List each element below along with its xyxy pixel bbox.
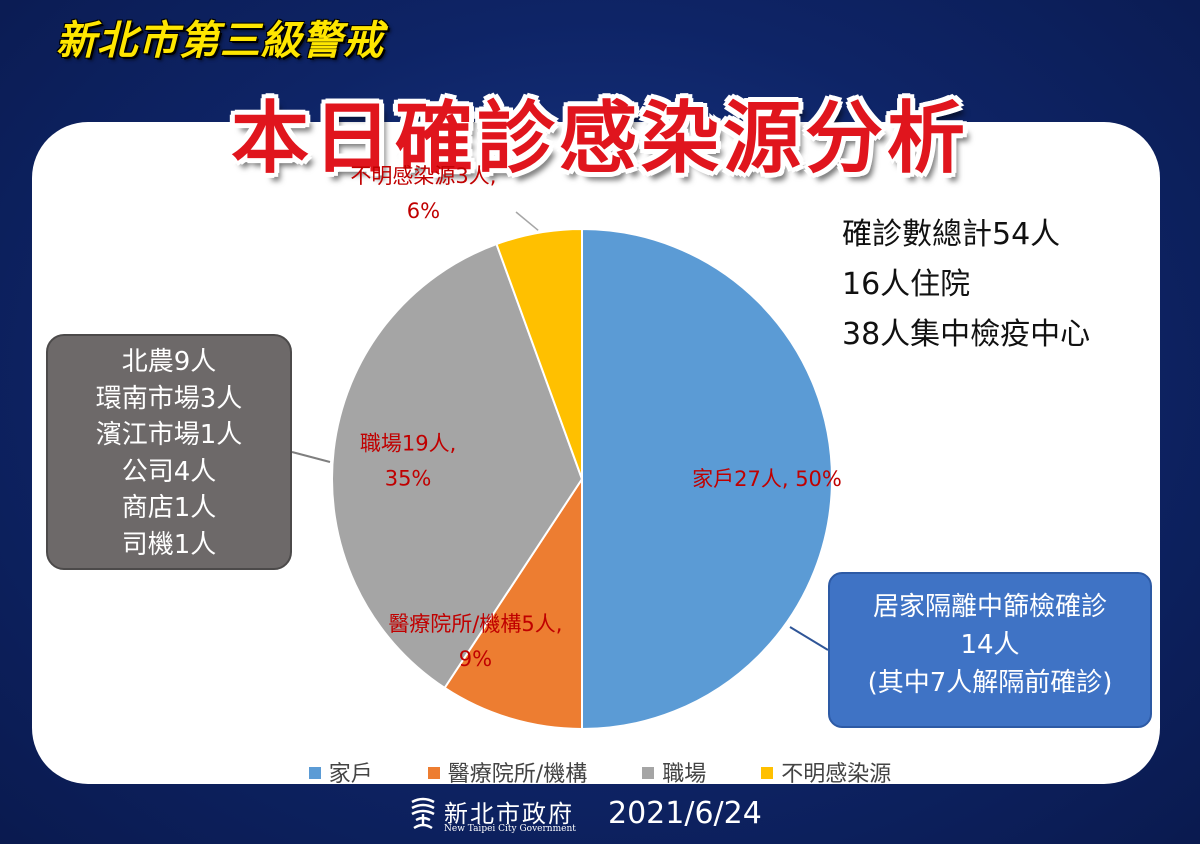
legend-item-medical: 醫療院所/機構 bbox=[427, 756, 588, 788]
city-emblem-icon bbox=[411, 797, 435, 830]
stats-panel: 確診數總計54人 16人住院 38人集中檢疫中心 bbox=[842, 210, 1090, 360]
stat-quarantine: 38人集中檢疫中心 bbox=[842, 317, 1091, 352]
workplace-item: 環南市場3人 bbox=[95, 383, 243, 414]
pie-slice-workplace bbox=[331, 242, 584, 690]
home-note-line: (其中7人解隔前確診) bbox=[867, 668, 1113, 698]
leader-line-unknown bbox=[515, 211, 539, 231]
legend-swatch bbox=[308, 767, 321, 779]
workplace-breakdown-callout: 北農9人 環南市場3人 濱江市場1人 公司4人 商店1人 司機1人 bbox=[46, 334, 292, 570]
logo-name: 新北市政府 bbox=[444, 800, 574, 828]
workplace-callout-connector bbox=[291, 451, 331, 463]
data-label-medical: 醫療院所/機構5人, 9% bbox=[388, 612, 562, 671]
legend-label: 不明感染源 bbox=[781, 762, 892, 787]
data-label-unknown: 不明感染源3人, 6% bbox=[350, 164, 496, 223]
legend-item-home: 家戶 bbox=[308, 756, 373, 788]
city-government-logo: 新北市政府 New Taipei City Government bbox=[408, 792, 588, 840]
legend-swatch bbox=[427, 767, 440, 779]
pie-slice-medical bbox=[443, 475, 583, 731]
chart-legend: 家戶 醫療院所/機構 職場 不明感染源 bbox=[0, 756, 1200, 788]
legend-label: 家戶 bbox=[328, 762, 373, 787]
legend-label: 醫療院所/機構 bbox=[447, 762, 588, 787]
home-note-callout: 居家隔離中篩檢確診 14人 (其中7人解隔前確診) bbox=[828, 572, 1152, 728]
workplace-item: 北農9人 bbox=[121, 347, 217, 377]
legend-item-workplace: 職場 bbox=[642, 756, 706, 788]
legend-swatch bbox=[642, 767, 655, 779]
report-date: 2021/6/24 bbox=[608, 796, 762, 831]
logo-english-name: New Taipei City Government bbox=[444, 824, 576, 834]
legend-swatch bbox=[761, 767, 774, 779]
home-callout-connector bbox=[789, 626, 829, 651]
page-title: 本日確診感染源分析 bbox=[230, 94, 969, 184]
legend-label: 職場 bbox=[662, 762, 707, 787]
pie-slice-home bbox=[581, 227, 833, 731]
data-label-workplace: 職場19人, 35% bbox=[360, 432, 456, 491]
footer: 新北市政府 New Taipei City Government 2021/6/… bbox=[0, 792, 1200, 844]
data-label-home: 家戶27人, 50% bbox=[692, 467, 842, 491]
home-note-line: 14人 bbox=[960, 630, 1020, 660]
stat-total: 確診數總計54人 bbox=[842, 217, 1061, 252]
alert-banner: 新北市第三級警戒 bbox=[56, 18, 384, 64]
stat-hospitalized: 16人住院 bbox=[842, 267, 971, 302]
workplace-item: 司機1人 bbox=[121, 529, 217, 560]
pie-slice-unknown bbox=[495, 227, 583, 480]
workplace-item: 商店1人 bbox=[121, 493, 217, 523]
workplace-item: 濱江市場1人 bbox=[95, 420, 243, 450]
home-note-line: 居家隔離中篩檢確診 bbox=[872, 592, 1107, 622]
legend-item-unknown: 不明感染源 bbox=[761, 756, 891, 788]
workplace-item: 公司4人 bbox=[121, 456, 217, 487]
